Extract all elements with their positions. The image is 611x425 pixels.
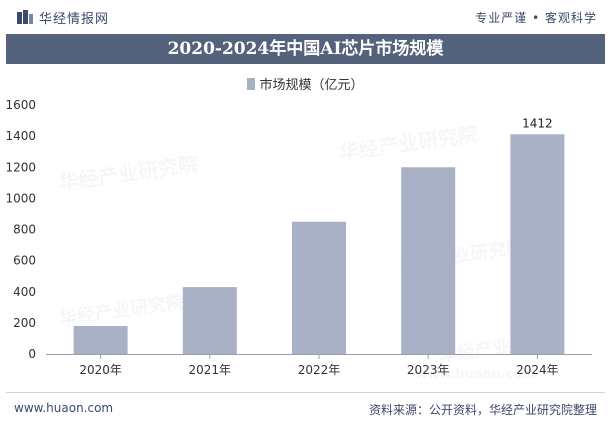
website-link[interactable]: www.huaon.com [14, 401, 114, 415]
slogan: 专业严谨 • 客观科学 [475, 11, 597, 25]
watermark-url: www.huaon.com [415, 367, 536, 382]
x-tick-label: 2022年 [298, 363, 341, 377]
legend: 市场规模（亿元） [0, 74, 611, 93]
legend-label: 市场规模（亿元） [259, 78, 364, 93]
x-tick-label: 2024年 [516, 363, 559, 377]
brand-name: 华经情报网 [39, 11, 110, 27]
bar-2020年 [73, 325, 128, 354]
y-tick-label: 1600 [5, 98, 36, 112]
chart-title: 2020-2024年中国AI芯片市场规模 [6, 34, 605, 64]
axis-layer: 0 200 400 600 800 1000 1200 1400 1600 2020年 2021年 2… [5, 98, 592, 377]
y-tick-label: 1400 [5, 129, 36, 143]
footer-divider [6, 392, 605, 393]
y-tick-label: 0 [28, 347, 36, 361]
x-tick-label: 2021年 [189, 363, 232, 377]
watermark-text: 华经产业研究院 [57, 152, 199, 195]
bar-layer: 1412 [73, 116, 565, 354]
y-tick-label: 1200 [5, 160, 36, 174]
bar-2024年 [510, 134, 565, 354]
y-tick-label: 600 [13, 254, 36, 268]
y-tick-label: 1000 [5, 191, 36, 205]
watermark-text: 华经产业研究院 [337, 122, 479, 165]
bar-2021年 [182, 287, 237, 354]
bar-2023年 [401, 167, 456, 354]
x-tick-label: 2020年 [79, 363, 122, 377]
legend-swatch [247, 78, 256, 90]
top-bar: 华经情报网 专业严谨 • 客观科学 [0, 0, 611, 34]
watermark-text: 华经产业研究院 [58, 291, 186, 330]
brand: 华经情报网 [17, 7, 109, 27]
x-tick-label: 2023年 [407, 363, 450, 377]
y-tick-label: 200 [13, 316, 36, 330]
brand-logo-icon [17, 10, 33, 24]
footer: www.huaon.com 资料来源：公开资料，华经产业研究院整理 [0, 392, 611, 425]
bar-2022年 [292, 221, 346, 354]
data-label: 1412 [522, 116, 553, 130]
y-tick-label: 800 [13, 223, 36, 237]
y-tick-label: 400 [13, 285, 36, 299]
source-note: 资料来源：公开资料，华经产业研究院整理 [368, 403, 597, 417]
